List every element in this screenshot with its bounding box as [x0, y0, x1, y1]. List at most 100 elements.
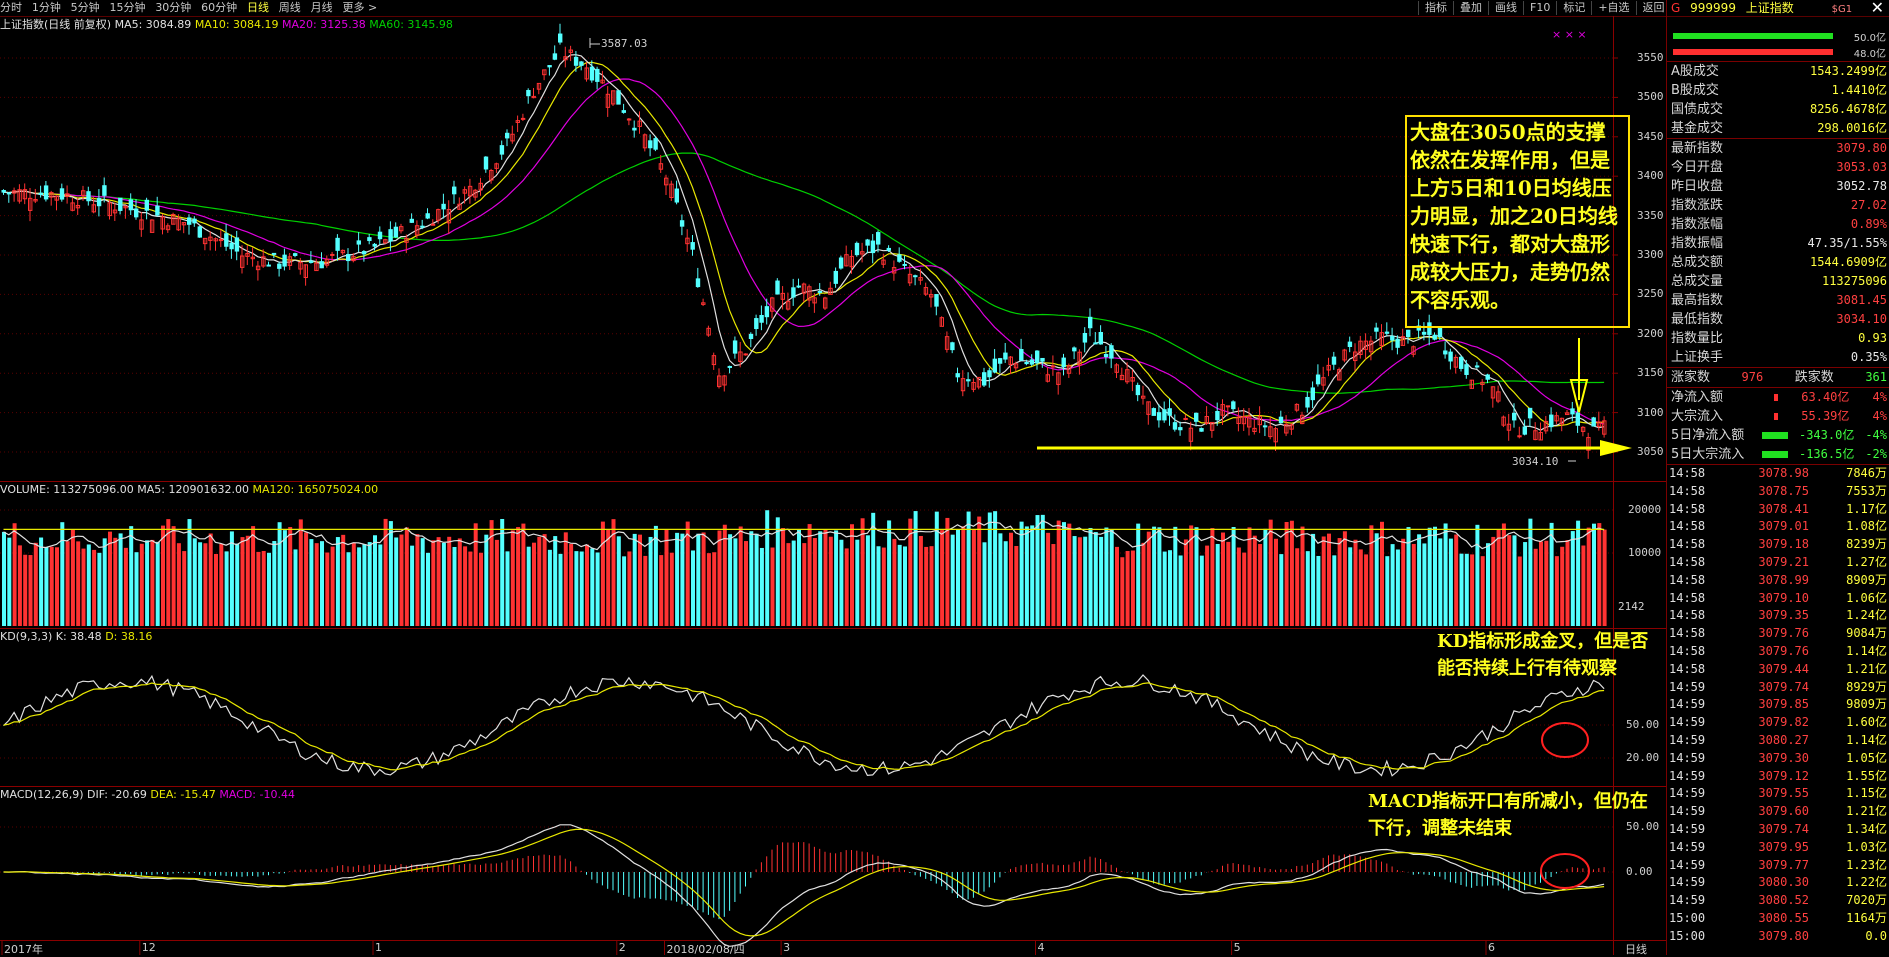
candle-body: [626, 118, 632, 121]
ma20-line: [3, 78, 1605, 425]
volume-bar: [770, 547, 775, 626]
candle-body: [918, 277, 923, 281]
back-button[interactable]: 返回: [1635, 1, 1671, 15]
x-mode-label[interactable]: 日线: [1625, 943, 1647, 956]
tick-row: 14:58 3079.10 1.06亿: [1667, 590, 1889, 608]
candle-body: [160, 216, 165, 230]
volume-bar: [706, 553, 711, 626]
volume-bar: [500, 518, 505, 626]
period-tab-5min[interactable]: 5分钟: [70, 1, 100, 14]
time-axis-label: 3: [783, 941, 791, 954]
volume-bar: [1242, 552, 1247, 626]
quote-value: 3081.45: [1836, 293, 1887, 307]
volume-bar: [1146, 531, 1151, 626]
volume-bar: [1141, 542, 1146, 626]
flow-label: 5日净流入额: [1671, 428, 1745, 443]
volume-bar: [1464, 553, 1469, 626]
period-tab-daily[interactable]: 日线: [246, 1, 269, 14]
period-tab-1min[interactable]: 1分钟: [31, 1, 61, 14]
tick-time: 14:59: [1669, 875, 1706, 890]
quote-row: 最高指数 3081.45: [1667, 291, 1889, 310]
tick-time: 14:58: [1669, 466, 1706, 480]
period-tab-60min[interactable]: 60分钟: [201, 1, 238, 14]
candle-body: [605, 93, 611, 108]
volume-readout: VOLUME: 113275096.00: [0, 483, 134, 496]
candle-body: [1, 189, 6, 193]
stock-mark: $G1: [1831, 4, 1853, 15]
volume-bar: [388, 521, 393, 626]
candle-body: [1421, 331, 1427, 335]
candle-body: [165, 225, 171, 231]
volume-bar: [818, 531, 823, 626]
overlay-button[interactable]: 叠加: [1453, 1, 1488, 15]
candle-body: [1008, 356, 1013, 365]
volume-bar: [733, 538, 738, 626]
candle-body: [1294, 403, 1300, 411]
tick-price: 3078.98: [1758, 466, 1809, 480]
tick-list[interactable]: 14:58 3078.98 7846万 14:58 3078.75 7553万 14:58 3…: [1667, 464, 1889, 946]
candle-body: [1215, 411, 1220, 421]
period-tab-more[interactable]: 更多 >: [342, 1, 378, 14]
f10-button[interactable]: F10: [1523, 1, 1556, 15]
tick-row: 14:59 3079.74 1.34亿: [1667, 821, 1889, 839]
flow-row: 5日大宗流入 -136.5亿 -2%: [1667, 445, 1889, 464]
candle-body: [1353, 351, 1358, 362]
volume-bar: [1491, 536, 1496, 626]
volume-bar: [420, 538, 425, 626]
candle-body: [277, 263, 282, 269]
volume-bar: [17, 545, 22, 626]
tick-row: 14:58 3078.41 1.17亿: [1667, 501, 1889, 519]
kd-cross-circle: [1541, 722, 1589, 758]
volume-bar: [1427, 527, 1432, 626]
period-tab-monthly[interactable]: 月线: [310, 1, 333, 14]
period-tab-weekly[interactable]: 周线: [278, 1, 301, 14]
flow-bar: [1761, 451, 1788, 458]
candle-body: [1130, 377, 1135, 382]
grid-lines: [0, 57, 1618, 955]
period-tab-30min[interactable]: 30分钟: [155, 1, 192, 14]
candle-body: [563, 56, 568, 61]
tick-time: 14:58: [1669, 537, 1706, 552]
candle-body: [303, 264, 309, 278]
macd-axis-label: 50.00: [1626, 820, 1660, 833]
draw-line-button[interactable]: 画线: [1488, 1, 1523, 15]
candle-body: [49, 192, 54, 198]
candle-body: [1575, 412, 1580, 426]
candle-body: [1082, 332, 1088, 343]
volume-bar: [102, 538, 107, 626]
candle-body: [81, 190, 86, 196]
candle-body: [637, 120, 642, 127]
close-icon[interactable]: ✕: [1870, 0, 1884, 17]
candle-body: [1363, 340, 1368, 350]
mark-button[interactable]: 标记: [1556, 1, 1591, 15]
candle-body: [1268, 426, 1273, 438]
volume-bar: [590, 548, 595, 626]
tick-volume: 1.55亿: [1846, 768, 1887, 783]
candle-body: [950, 342, 955, 351]
indicator-button[interactable]: 指标: [1418, 1, 1453, 15]
candle-body: [462, 189, 468, 194]
kline-chart-svg[interactable]: × × ×: [0, 0, 1666, 955]
candle-body: [282, 254, 287, 267]
volume-bar: [1056, 520, 1061, 626]
volume-bar: [1401, 538, 1406, 626]
volume-bar: [277, 522, 282, 626]
period-tab-fenshi[interactable]: 分时: [0, 1, 22, 14]
candle-body: [685, 237, 690, 245]
tick-volume: 1164万: [1846, 910, 1887, 925]
period-tab-15min[interactable]: 15分钟: [109, 1, 146, 14]
volume-bar: [744, 541, 748, 626]
tick-row: 14:59 3080.52 7020万: [1667, 892, 1889, 910]
volume-bar: [1284, 522, 1289, 626]
candle-body: [436, 209, 441, 221]
add-watchlist-button[interactable]: +自选: [1591, 1, 1635, 15]
tick-price: 3079.12: [1758, 768, 1809, 783]
candle-body: [611, 90, 616, 105]
candle-body: [446, 209, 452, 224]
candle-body: [828, 287, 833, 295]
macd-legend: MACD(12,26,9) DIF: -20.69 DEA: -15.47 MA…: [0, 788, 295, 801]
volume-bar: [1093, 532, 1098, 626]
candle-body: [674, 188, 679, 203]
volume-bar: [802, 543, 807, 626]
tick-time: 14:58: [1669, 661, 1706, 676]
